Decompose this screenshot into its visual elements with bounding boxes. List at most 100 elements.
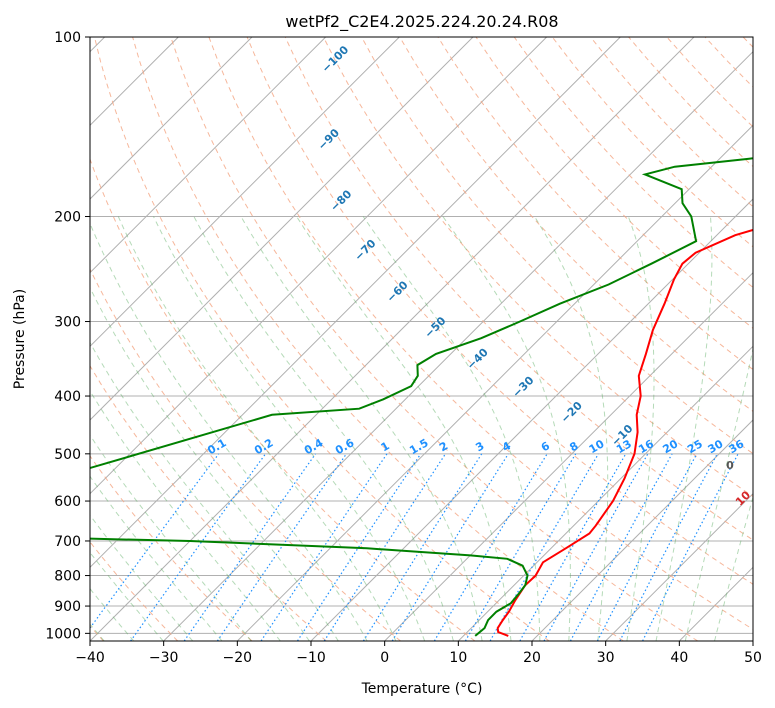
moist-adiabat xyxy=(714,495,753,641)
dry-adiabat xyxy=(551,37,753,248)
isotherm-gridline xyxy=(236,124,753,641)
dry-adiabat xyxy=(590,37,753,208)
isotherm-gridline xyxy=(531,419,753,641)
plot-frame xyxy=(89,36,754,642)
mixing-ratio-line xyxy=(489,453,599,641)
dry-adiabat xyxy=(90,267,401,641)
moist-adiabat xyxy=(90,222,368,641)
mixing-ratio-line xyxy=(216,453,347,641)
x-tick-label: 30 xyxy=(597,650,615,666)
isotherm-gridline xyxy=(90,37,327,274)
mixing-ratio-label: 6 xyxy=(539,439,552,454)
x-tick-label: −40 xyxy=(75,650,105,666)
moist-adiabat xyxy=(655,216,713,641)
mixing-ratio-line xyxy=(183,453,316,641)
moist-adiabat xyxy=(193,216,454,641)
y-tick-label: 800 xyxy=(54,569,81,585)
moist-adiabat xyxy=(90,623,105,641)
y-tick-label: 100 xyxy=(54,30,81,46)
isotherm-gridline xyxy=(163,50,753,641)
dry-adiabat-label: −90 xyxy=(315,126,342,153)
mixing-ratio-line xyxy=(296,453,422,641)
dry-adiabat xyxy=(322,37,753,498)
moist-adiabat xyxy=(90,475,223,641)
x-tick-label: −10 xyxy=(296,650,326,666)
isotherm-gridline xyxy=(384,271,753,641)
x-tick-label: 40 xyxy=(670,650,688,666)
mixing-ratio-line xyxy=(519,453,627,641)
isotherm-gridline xyxy=(90,37,474,421)
chart-title: wetPf2_C2E4.2025.224.20.24.R08 xyxy=(285,12,558,32)
dry-adiabat xyxy=(513,37,753,289)
isotherm-gridline xyxy=(90,37,253,200)
dry-adiabat xyxy=(437,37,753,371)
dry-adiabat xyxy=(475,37,753,329)
y-axis-label: Pressure (hPa) xyxy=(12,289,28,389)
dry-adiabat xyxy=(246,37,753,585)
mixing-ratio-line xyxy=(433,453,548,641)
dry-adiabat-label: −60 xyxy=(384,278,411,305)
dry-adiabat xyxy=(742,37,753,48)
dewpoint-profile-line xyxy=(90,157,753,637)
y-tick-label: 600 xyxy=(54,494,81,510)
moist-adiabat xyxy=(153,216,426,641)
y-tick-label: 500 xyxy=(54,447,81,463)
isotherm-gridline xyxy=(90,37,548,495)
y-tick-label: 700 xyxy=(54,534,81,550)
mixing-ratio-line xyxy=(90,453,220,629)
y-tick-label: 400 xyxy=(54,389,81,405)
mixing-ratio-line xyxy=(464,453,577,641)
x-tick-label: 20 xyxy=(523,650,541,666)
mixing-ratio-line xyxy=(362,453,483,641)
isotherm-zero-label: 0 xyxy=(726,459,734,472)
moist-adiabat xyxy=(296,216,512,641)
isotherm-gridline xyxy=(90,37,400,348)
moist-adiabat-label: 20 xyxy=(750,523,770,543)
dry-adiabat xyxy=(170,37,699,641)
moist-adiabat-label: 10 xyxy=(733,488,753,508)
dry-adiabat xyxy=(399,37,753,412)
dry-adiabat-label: −20 xyxy=(558,399,585,426)
profile-lines xyxy=(90,157,753,637)
dry-adiabat-label: −70 xyxy=(352,237,379,264)
moist-adiabat xyxy=(240,216,483,641)
dry-adiabat xyxy=(90,454,253,641)
mixing-ratio-line xyxy=(543,453,649,641)
moist-adiabat xyxy=(534,216,609,641)
mixing-ratio-label: 2 xyxy=(437,439,450,454)
mixing-ratio-label: 4 xyxy=(500,439,513,454)
dry-adiabat xyxy=(284,37,753,541)
dry-adiabat xyxy=(208,37,753,630)
y-tick-group: 100 200 300 400 500 600 700 800 900 1000 xyxy=(45,30,90,642)
x-axis-label: Temperature (°C) xyxy=(361,681,483,697)
dry-adiabat xyxy=(704,37,753,88)
moist-adiabat xyxy=(626,216,655,641)
dry-adiabat xyxy=(666,37,753,128)
moist-adiabat-label: 30 xyxy=(772,553,775,573)
dry-adiabat xyxy=(361,37,753,455)
moist-adiabat xyxy=(442,216,571,641)
mixing-ratio-line xyxy=(569,453,673,641)
moist-adiabat xyxy=(90,434,252,641)
isotherm-gridline xyxy=(678,566,753,641)
dry-adiabat-label: −40 xyxy=(464,346,491,373)
moist-adiabat xyxy=(684,346,753,641)
mixing-ratio-line xyxy=(260,453,388,641)
moist-adiabat xyxy=(90,341,310,641)
isotherm-gridline xyxy=(752,640,753,641)
mixing-ratio-label: 1 xyxy=(379,439,392,454)
dry-adiabat xyxy=(90,157,476,641)
x-tick-label: 50 xyxy=(744,650,762,666)
isotherm-gridline xyxy=(310,198,753,641)
x-tick-label: −30 xyxy=(149,650,179,666)
y-tick-label: 200 xyxy=(54,210,81,226)
isotherm-gridline xyxy=(457,345,753,641)
moist-adiabat xyxy=(117,216,397,641)
isotherm-gridline xyxy=(605,492,753,641)
x-tick-label: 10 xyxy=(449,650,467,666)
mixing-ratio-line xyxy=(619,453,718,641)
moist-adiabat xyxy=(90,587,135,641)
moist-adiabat xyxy=(362,216,541,641)
mixing-ratio-line xyxy=(596,453,698,641)
